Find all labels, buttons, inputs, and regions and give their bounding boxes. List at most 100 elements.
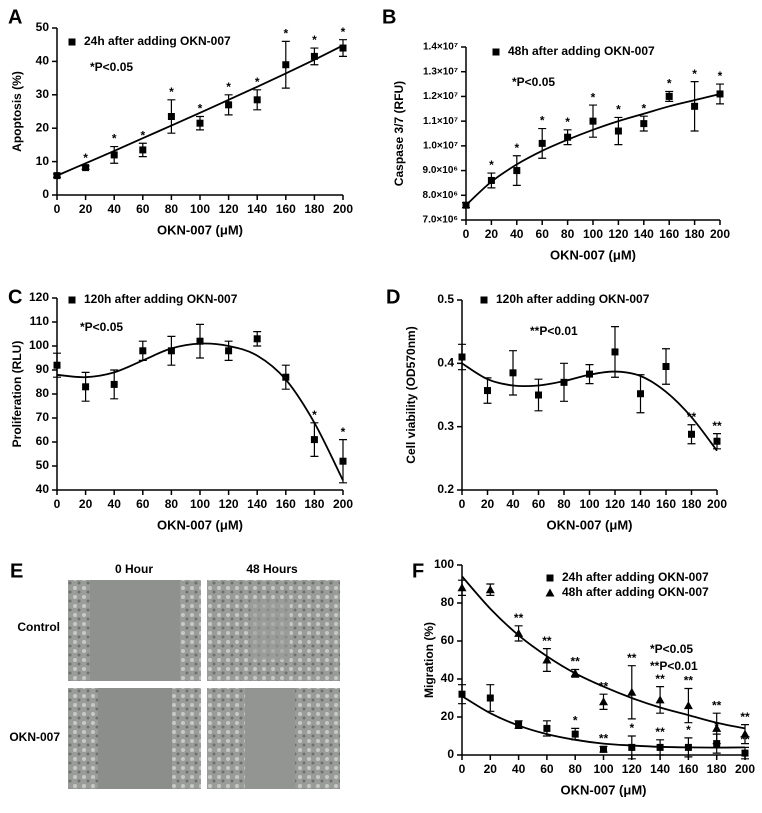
y-tick-label: 0.3: [437, 419, 454, 433]
y-tick-label: 7.0×10⁶: [423, 215, 458, 226]
point: [225, 101, 233, 109]
significance: *: [255, 75, 260, 89]
significance: *: [341, 25, 346, 39]
x-tick-label: 80: [165, 497, 179, 511]
point: [560, 378, 568, 386]
annotation: *P<0.05: [90, 60, 133, 74]
legend-marker: [545, 588, 555, 597]
point: [683, 701, 693, 710]
y-tick-label: 40: [36, 54, 50, 68]
y-tick-label: 40: [441, 671, 455, 685]
x-tick-label: 140: [247, 497, 267, 511]
y-axis-label: Caspase 3/7 (RFU): [392, 81, 406, 186]
significance: *: [112, 132, 117, 146]
significance: *: [489, 158, 494, 172]
x-tick-label: 40: [512, 762, 526, 776]
y-tick-label: 1.3×10⁷: [423, 66, 458, 77]
significance: *: [686, 723, 691, 737]
chart: A 0 10 20 30 40 50 0 20 40 60 80 100 120 140 160 180 200 O…: [8, 6, 353, 237]
x-tick-label: 200: [710, 227, 730, 241]
point: [571, 730, 579, 738]
micrograph: [68, 580, 201, 681]
significance: **: [687, 410, 697, 424]
point: [82, 164, 90, 172]
point: [110, 151, 118, 159]
significance: **: [542, 634, 552, 648]
x-tick-label: 20: [485, 227, 499, 241]
point: [53, 361, 61, 369]
y-axis-label: Migration (%): [422, 622, 436, 698]
y-tick-label: 60: [441, 633, 455, 647]
x-tick-label: 180: [304, 202, 324, 216]
point: [282, 61, 290, 69]
significance: **: [599, 732, 609, 746]
point: [458, 690, 466, 698]
legend-label: 48h after adding OKN-007: [562, 585, 709, 599]
significance: **: [712, 419, 722, 433]
significance: *: [283, 27, 288, 41]
x-tick-label: 20: [484, 762, 498, 776]
y-tick-label: 50: [36, 20, 50, 34]
significance: *: [140, 128, 145, 142]
x-tick-label: 80: [569, 762, 583, 776]
y-tick-label: 1.0×10⁷: [423, 140, 458, 151]
significance: **: [712, 698, 722, 712]
y-tick-label: 20: [441, 709, 455, 723]
x-tick-label: 180: [304, 497, 324, 511]
column-label: 0 Hour: [115, 562, 153, 576]
y-tick-label: 0.4: [437, 356, 454, 370]
x-tick-label: 120: [608, 227, 628, 241]
point: [487, 176, 495, 184]
panel-letter: E: [10, 560, 23, 582]
image-panel: E 0 Hour 48 Hours Control OKN-007: [9, 560, 340, 789]
significance: **: [684, 674, 694, 688]
x-tick-label: 20: [481, 497, 495, 511]
x-tick-label: 20: [79, 497, 93, 511]
cell-edge: [180, 580, 201, 681]
x-tick-label: 160: [276, 497, 296, 511]
annotation: **P<0.01: [650, 659, 698, 673]
chart: F 0 20 40 60 80 100 0 20 40 60 80 100 120 140 160 180 200…: [412, 557, 755, 797]
x-tick-label: 140: [247, 202, 267, 216]
point: [640, 120, 648, 128]
point: [740, 729, 750, 738]
y-tick-label: 0: [447, 747, 454, 761]
y-tick-label: 90: [36, 362, 50, 376]
fit-curve: [56, 44, 344, 177]
point: [586, 370, 593, 378]
point: [538, 139, 546, 147]
x-tick-label: 80: [165, 202, 179, 216]
point: [139, 146, 147, 154]
point: [167, 113, 175, 121]
y-tick-label: 20: [36, 120, 50, 134]
x-tick-label: 180: [681, 497, 701, 511]
significance: **: [514, 611, 524, 625]
point: [110, 380, 118, 388]
x-axis-label: OKN-007 (μM): [157, 222, 243, 237]
y-tick-label: 50: [36, 458, 50, 472]
point: [139, 347, 147, 355]
point: [628, 743, 636, 751]
point: [599, 697, 608, 706]
point: [486, 694, 494, 702]
x-tick-label: 0: [54, 497, 61, 511]
y-tick-label: 9.0×10⁶: [423, 165, 458, 176]
x-tick-label: 140: [634, 227, 654, 241]
point: [662, 363, 670, 370]
point: [543, 724, 551, 732]
legend-label: 120h after adding OKN-007: [496, 292, 650, 306]
point: [611, 348, 619, 356]
point: [225, 347, 233, 355]
legend-label: 24h after adding OKN-007: [84, 34, 231, 48]
significance: *: [573, 714, 578, 728]
x-tick-label: 120: [219, 497, 239, 511]
significance: *: [667, 77, 672, 91]
y-tick-label: 40: [36, 482, 50, 496]
significance: *: [169, 85, 174, 99]
significance: *: [540, 114, 545, 128]
significance: *: [514, 141, 519, 155]
x-tick-label: 120: [219, 202, 239, 216]
point: [637, 390, 644, 398]
significance: **: [599, 679, 609, 693]
point: [53, 172, 61, 180]
